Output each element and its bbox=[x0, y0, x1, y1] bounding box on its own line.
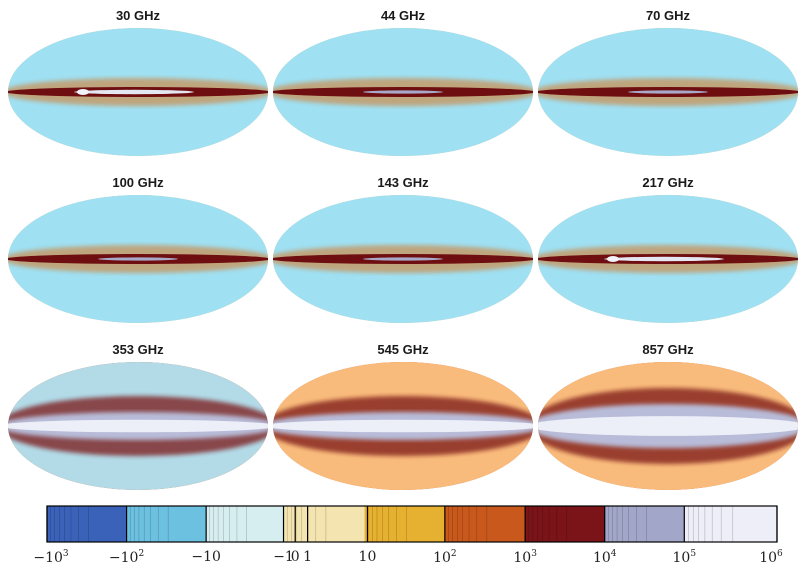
colorbar-tick-label: −103 bbox=[33, 549, 68, 566]
sky-map-image bbox=[8, 195, 268, 323]
sky-map-image bbox=[8, 28, 268, 156]
colorbar-segment bbox=[126, 506, 207, 542]
sky-map-image bbox=[273, 362, 533, 490]
colorbar-segment bbox=[525, 506, 605, 542]
tick-exponent: 6 bbox=[777, 549, 783, 559]
sky-map-image bbox=[8, 362, 268, 490]
tick-base: 10 bbox=[759, 550, 778, 566]
colorbar-tick-label: 10 bbox=[359, 549, 377, 565]
colorbar-tick-label: 106 bbox=[759, 549, 783, 566]
tick-base: 10 bbox=[358, 549, 377, 565]
tick-base: 1 bbox=[303, 549, 313, 565]
tick-exponent: 3 bbox=[62, 549, 69, 559]
map-title: 70 GHz bbox=[645, 8, 691, 23]
colorbar bbox=[46, 504, 778, 544]
sky-map-image bbox=[273, 28, 533, 156]
sky-map-image bbox=[273, 195, 533, 323]
colorbar-segment bbox=[283, 506, 365, 542]
colorbar-tick-label: 0 bbox=[291, 549, 300, 565]
map-title: 545 GHz bbox=[377, 342, 429, 357]
colorbar-tick-label: 103 bbox=[513, 549, 537, 566]
tick-base: −10 bbox=[33, 550, 63, 566]
colorbar-segment bbox=[684, 506, 777, 542]
colorbar-tick-label: −10 bbox=[191, 549, 221, 565]
tick-base: 0 bbox=[290, 549, 300, 565]
colorbar-segment bbox=[364, 506, 445, 542]
tick-base: −10 bbox=[191, 549, 221, 565]
tick-exponent: 5 bbox=[690, 549, 697, 559]
sky-map-image bbox=[538, 28, 798, 156]
colorbar-frame bbox=[46, 505, 778, 543]
tick-exponent: 2 bbox=[138, 549, 145, 559]
tick-exponent: 3 bbox=[531, 549, 537, 559]
colorbar-segment bbox=[206, 506, 284, 542]
map-title: 30 GHz bbox=[115, 8, 161, 23]
tick-base: 10 bbox=[513, 550, 532, 566]
sky-map-image bbox=[538, 195, 798, 323]
colorbar-segment bbox=[604, 506, 685, 542]
colorbar-tick-label: 1 bbox=[303, 549, 312, 565]
tick-base: −10 bbox=[108, 550, 139, 566]
colorbar-segment bbox=[47, 506, 127, 542]
map-title: 217 GHz bbox=[642, 175, 694, 190]
map-title: 100 GHz bbox=[112, 175, 164, 190]
colorbar-tick-label: 102 bbox=[433, 549, 457, 566]
colorbar-tick-label: −102 bbox=[109, 549, 144, 566]
tick-base: −1 bbox=[273, 549, 294, 565]
tick-base: 10 bbox=[672, 550, 691, 566]
colorbar-tick-label: 105 bbox=[673, 549, 697, 566]
tick-exponent: 2 bbox=[450, 549, 457, 559]
colorbar-tick-label: 104 bbox=[593, 549, 617, 566]
colorbar-segment bbox=[444, 506, 526, 542]
sky-map-image bbox=[538, 362, 798, 490]
tick-base: 10 bbox=[433, 550, 451, 566]
colorbar-scale bbox=[46, 505, 778, 543]
map-title: 857 GHz bbox=[642, 342, 694, 357]
colorbar-tick-label: −1 bbox=[273, 549, 294, 565]
map-title: 353 GHz bbox=[112, 342, 164, 357]
tick-base: 10 bbox=[592, 550, 611, 566]
map-title: 44 GHz bbox=[380, 8, 426, 23]
tick-exponent: 4 bbox=[610, 549, 617, 559]
map-title: 143 GHz bbox=[377, 175, 429, 190]
